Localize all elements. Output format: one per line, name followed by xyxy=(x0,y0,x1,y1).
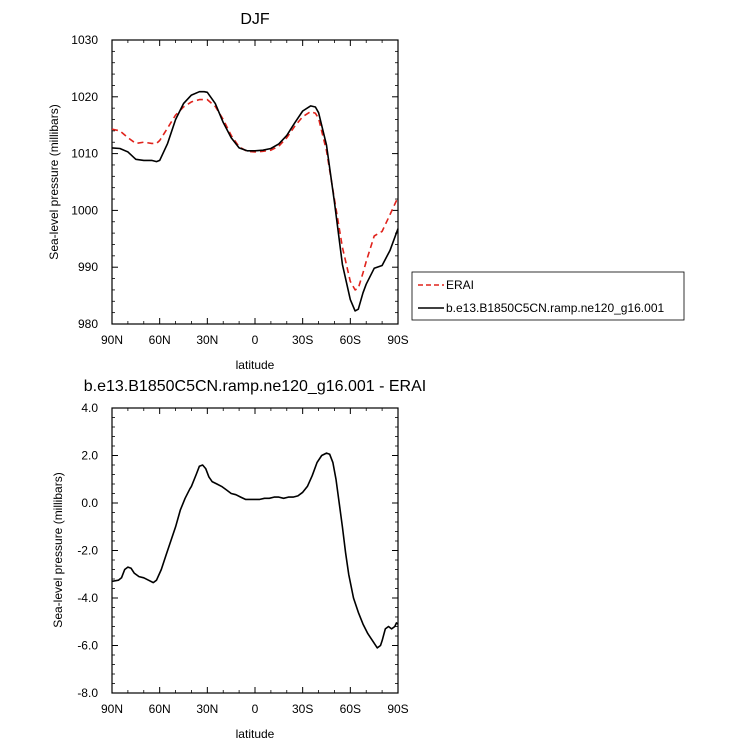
bottom-x-tick-label: 0 xyxy=(252,702,259,716)
bottom-x-tick-label: 30S xyxy=(292,702,313,716)
top-x-tick-label: 60N xyxy=(149,333,171,347)
bottom-x-axis-label: latitude xyxy=(236,727,275,741)
top-x-tick-label: 60S xyxy=(340,333,361,347)
bottom-y-tick-label: -6.0 xyxy=(77,639,98,653)
bottom-y-axis-label: Sea-level pressure (millibars) xyxy=(51,472,65,627)
legend: ERAI b.e13.B1850C5CN.ramp.ne120_g16.001 xyxy=(411,271,685,321)
top-series-line-b-e13-b1850c5cn-ramp-ne120-g16-001 xyxy=(111,90,399,312)
top-series-group xyxy=(111,90,399,312)
bottom-series-group xyxy=(111,452,399,649)
top-axis-ticks: 90N 60N 30N 0 30S 60S 90S 980 990 1000 1010 1020 103… xyxy=(71,33,408,347)
bottom-y-tick-label: -4.0 xyxy=(77,591,98,605)
bottom-axis-ticks: 90N 60N 30N 0 30S 60S 90S -8.0 -6.0 -4.0 -2.0 0.0 2.… xyxy=(77,401,408,716)
bottom-x-tick-label: 90S xyxy=(387,702,408,716)
bottom-y-tick-label: -8.0 xyxy=(77,686,98,700)
bottom-x-tick-label: 60S xyxy=(340,702,361,716)
top-x-tick-label: 30N xyxy=(196,333,218,347)
bottom-y-tick-label: -2.0 xyxy=(77,544,98,558)
bottom-panel: b.e13.B1850C5CN.ramp.ne120_g16.001 - ERA… xyxy=(51,378,426,741)
bottom-x-tick-label: 90N xyxy=(101,702,123,716)
top-x-tick-label: 30S xyxy=(292,333,313,347)
legend-box xyxy=(411,271,685,321)
top-y-tick-label: 1020 xyxy=(71,90,98,104)
bottom-x-tick-label: 30N xyxy=(196,702,218,716)
top-y-tick-label: 990 xyxy=(78,260,98,274)
top-plot-frame xyxy=(111,39,399,325)
top-x-tick-label: 0 xyxy=(252,333,259,347)
bottom-plot-frame xyxy=(111,407,399,694)
bottom-series-line-difference xyxy=(111,452,399,649)
top-panel: DJF 90N 60N 30N 0 30S 60S 90S 980 990 1000 1010 102… xyxy=(47,11,685,372)
top-y-tick-label: 1010 xyxy=(71,147,98,161)
bottom-y-tick-label: 2.0 xyxy=(81,449,98,463)
top-y-axis-label: Sea-level pressure (millibars) xyxy=(47,104,61,259)
top-x-tick-label: 90S xyxy=(387,333,408,347)
top-y-tick-label: 1030 xyxy=(71,33,98,47)
legend-erai-label: ERAI xyxy=(446,278,474,292)
bottom-chart-title: b.e13.B1850C5CN.ramp.ne120_g16.001 - ERA… xyxy=(84,378,426,395)
bottom-x-tick-label: 60N xyxy=(149,702,171,716)
top-y-tick-label: 1000 xyxy=(71,203,98,217)
top-x-tick-label: 90N xyxy=(101,333,123,347)
bottom-y-tick-label: 4.0 xyxy=(81,401,98,415)
top-x-axis-label: latitude xyxy=(236,358,275,372)
bottom-y-tick-label: 0.0 xyxy=(81,496,98,510)
top-y-tick-label: 980 xyxy=(78,317,98,331)
top-series-line-erai xyxy=(111,98,399,291)
legend-model-label: b.e13.B1850C5CN.ramp.ne120_g16.001 xyxy=(446,301,664,315)
top-chart-title: DJF xyxy=(240,11,270,28)
